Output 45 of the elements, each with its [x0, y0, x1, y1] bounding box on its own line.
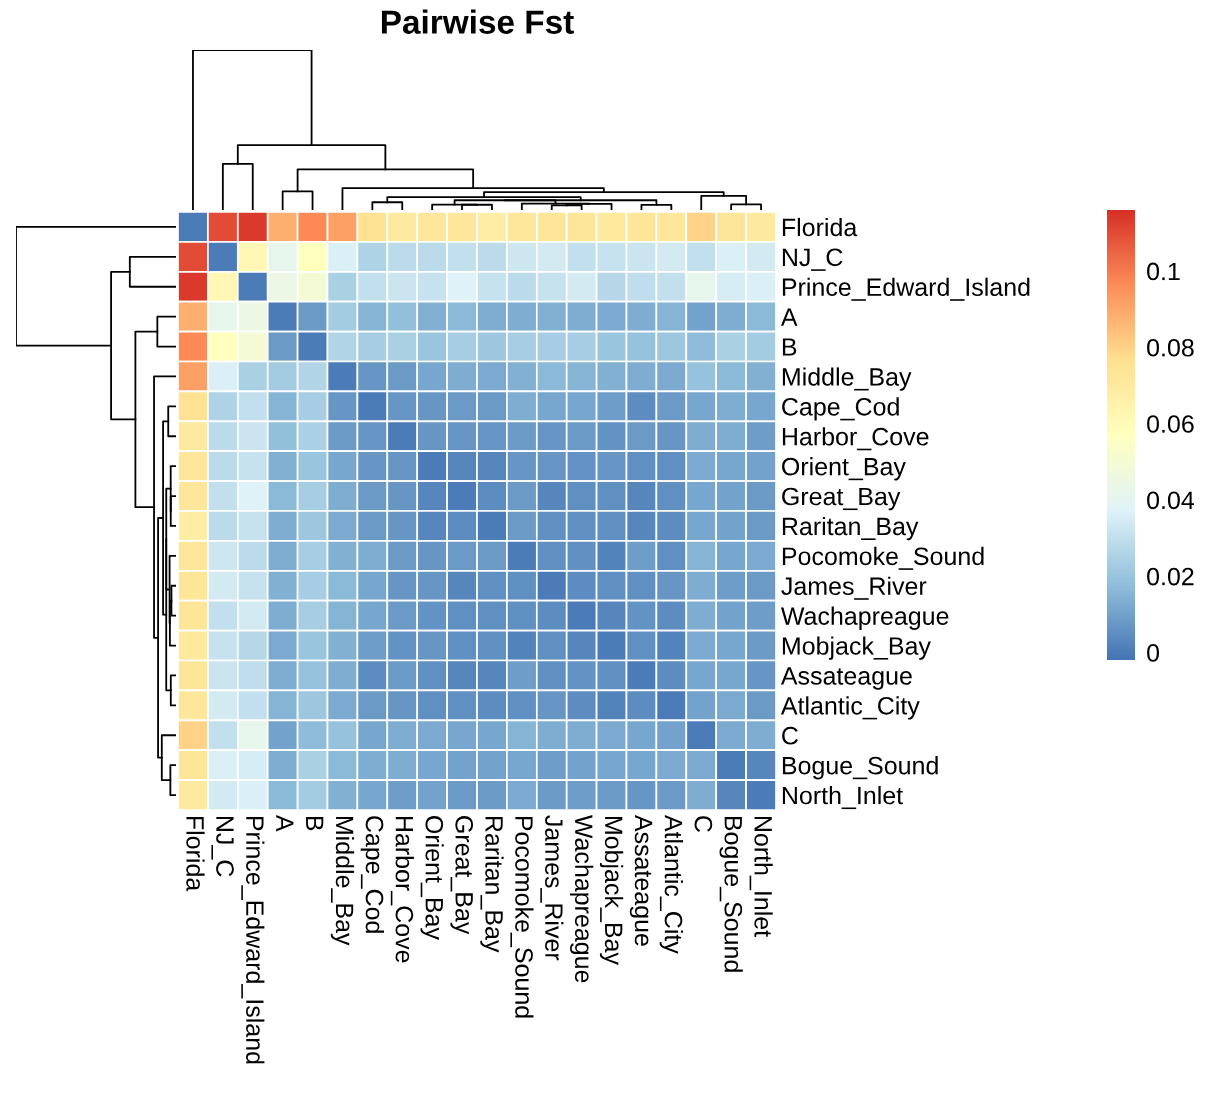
x-tick-label: Pocomoke_Sound: [510, 816, 534, 1018]
y-tick-label: North_Inlet: [782, 785, 903, 810]
y-tick-label: Cape_Cod: [782, 397, 899, 421]
color-bar-label: 0.04: [1147, 491, 1195, 510]
y-tick-label: B: [782, 338, 797, 356]
x-tick-label: Orient_Bay: [420, 816, 444, 940]
color-bar-label: 0.1: [1147, 262, 1180, 281]
chart-title: Pairwise Fst: [381, 9, 574, 34]
x-tick-label: Middle_Bay: [330, 816, 355, 946]
y-tick-label: Prince_Edward_Island: [782, 277, 1030, 301]
y-tick-label: C: [782, 726, 798, 745]
x-tick-label: Atlantic_City: [659, 814, 683, 954]
y-tick-label: Atlantic_City: [780, 696, 920, 720]
color-bar-label: 0.08: [1147, 338, 1194, 357]
y-tick-label: A: [780, 308, 798, 326]
x-tick-label: Raritan_Bay: [480, 816, 504, 953]
y-tick-label: Orient_Bay: [782, 457, 906, 481]
y-tick-label: Middle_Bay: [782, 367, 912, 391]
color-bar-label: 0: [1147, 643, 1160, 662]
x-tick-label: Assateague: [629, 814, 653, 946]
y-tick-label: Pocomoke_Sound: [782, 546, 984, 570]
x-tick-label: Prince_Edward_Island: [241, 816, 265, 1064]
color-bar-label: 0.06: [1147, 415, 1194, 433]
y-tick-label: Great_Bay: [782, 487, 901, 511]
x-tick-label: Florida: [186, 816, 205, 892]
x-tick-label: James_River: [540, 815, 564, 961]
y-tick-label: James_River: [781, 576, 927, 600]
x-tick-label: Wachapreague: [570, 814, 594, 983]
x-tick-label: C: [694, 816, 713, 832]
x-tick-label: A: [276, 814, 294, 832]
y-tick-label: Raritan_Bay: [782, 516, 919, 541]
x-tick-label: Harbor_Cove: [390, 816, 414, 963]
y-tick-label: NJ_C: [782, 248, 843, 271]
x-tick-label: Cape_Cod: [360, 816, 384, 933]
x-tick-label: B: [306, 816, 324, 831]
y-tick-label: Harbor_Cove: [782, 427, 929, 451]
y-tick-label: Florida: [782, 217, 858, 237]
y-tick-label: Bogue_Sound: [782, 756, 938, 780]
y-tick-label: Mobjack_Bay: [782, 636, 931, 660]
x-tick-label: Great_Bay: [450, 816, 474, 935]
color-bar-label: 0.02: [1147, 567, 1194, 586]
y-tick-label: Assateague: [780, 667, 912, 690]
y-tick-label: Wachapreague: [780, 606, 949, 630]
x-tick-label: NJ_C: [211, 816, 234, 877]
x-tick-label: Mobjack_Bay: [599, 816, 624, 965]
